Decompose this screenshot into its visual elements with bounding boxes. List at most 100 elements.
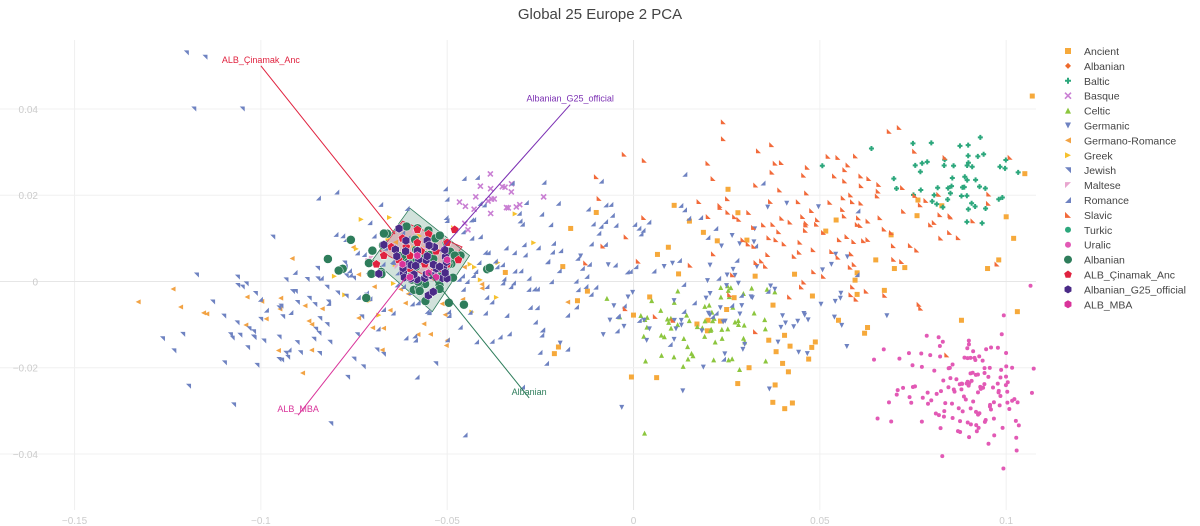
data-point xyxy=(732,272,738,278)
data-point xyxy=(833,217,839,223)
legend-label: Slavic xyxy=(1084,210,1112,222)
legend-item[interactable]: Greek xyxy=(1065,150,1113,162)
legend-item[interactable]: Germanic xyxy=(1065,121,1130,133)
annotation-arrow xyxy=(439,104,571,252)
legend[interactable]: Ancient Albanian Baltic Basque Celtic Germani… xyxy=(1064,46,1186,311)
data-point xyxy=(231,402,237,408)
data-point xyxy=(186,383,192,389)
data-point xyxy=(720,319,726,325)
data-point xyxy=(1003,157,1009,163)
data-point xyxy=(936,413,941,418)
data-point xyxy=(669,260,675,266)
data-point xyxy=(488,195,495,203)
data-point xyxy=(278,295,284,301)
data-point xyxy=(703,295,709,301)
data-point xyxy=(917,202,923,208)
data-point xyxy=(978,386,983,391)
data-point xyxy=(611,303,617,309)
data-point xyxy=(768,198,774,204)
data-point xyxy=(1007,407,1012,412)
data-point xyxy=(374,347,380,353)
data-point xyxy=(623,234,629,240)
data-point xyxy=(940,454,945,459)
data-point xyxy=(387,307,393,313)
legend-item[interactable]: Jewish xyxy=(1065,165,1116,177)
data-point xyxy=(485,250,491,256)
data-point xyxy=(719,326,725,332)
data-point xyxy=(974,409,979,414)
legend-item[interactable]: ALB_Çinamak_Anc xyxy=(1064,270,1175,282)
data-point xyxy=(389,258,395,264)
data-point xyxy=(351,356,357,362)
legend-item[interactable]: Ancient xyxy=(1065,46,1119,58)
data-point xyxy=(1014,309,1020,315)
data-point xyxy=(971,349,976,354)
data-point xyxy=(689,350,695,356)
legend-label: Jewish xyxy=(1084,165,1116,177)
data-point xyxy=(1007,154,1013,160)
data-point xyxy=(442,312,448,318)
legend-label: Celtic xyxy=(1084,106,1110,118)
data-point xyxy=(678,322,684,328)
data-point xyxy=(710,251,716,257)
data-point xyxy=(432,272,440,282)
legend-item[interactable]: Germano-Romance xyxy=(1065,135,1176,147)
legend-item[interactable]: Slavic xyxy=(1065,210,1112,222)
legend-item[interactable]: Baltic xyxy=(1065,76,1110,88)
data-point xyxy=(544,360,550,366)
legend-item[interactable]: Basque xyxy=(1064,91,1120,103)
data-point xyxy=(708,327,714,333)
data-point xyxy=(280,314,286,320)
data-point xyxy=(791,253,797,259)
data-point xyxy=(729,232,735,238)
data-point xyxy=(548,279,554,285)
data-point xyxy=(897,356,902,361)
legend-label: Turkic xyxy=(1084,225,1112,237)
annotation-label: Albanian_G25_official xyxy=(526,94,613,104)
data-point xyxy=(825,153,831,159)
data-point xyxy=(681,281,687,287)
data-point xyxy=(680,363,686,369)
data-point xyxy=(694,324,700,330)
legend-item[interactable]: Albanian xyxy=(1064,255,1125,267)
data-point xyxy=(949,183,955,189)
legend-item[interactable]: Turkic xyxy=(1065,225,1112,237)
data-point xyxy=(965,142,971,148)
data-point xyxy=(523,199,529,205)
data-point xyxy=(371,284,377,290)
data-point xyxy=(539,211,545,217)
data-point xyxy=(989,345,994,350)
data-point xyxy=(353,246,359,252)
data-point xyxy=(433,361,439,367)
legend-item[interactable]: Celtic xyxy=(1065,106,1110,118)
data-point xyxy=(956,406,961,411)
data-point xyxy=(412,337,418,343)
data-point xyxy=(982,371,987,376)
legend-label: Maltese xyxy=(1084,180,1121,192)
legend-item[interactable]: Maltese xyxy=(1065,180,1121,192)
data-point xyxy=(532,319,538,325)
data-point xyxy=(909,400,914,405)
data-point xyxy=(598,223,604,229)
legend-item[interactable]: Romance xyxy=(1065,195,1129,207)
legend-marker xyxy=(1064,92,1072,100)
legend-item[interactable]: ALB_MBA xyxy=(1064,299,1133,311)
data-point xyxy=(641,317,647,323)
x-tick-label: 0 xyxy=(631,516,637,526)
data-point xyxy=(821,229,827,235)
data-point xyxy=(371,259,381,269)
data-point xyxy=(780,313,786,319)
legend-item[interactable]: Uralic xyxy=(1065,240,1111,252)
data-point xyxy=(551,351,557,357)
data-point xyxy=(732,319,738,325)
data-point xyxy=(772,286,778,292)
data-point xyxy=(713,310,719,316)
data-point xyxy=(1010,365,1015,370)
data-point xyxy=(409,301,415,307)
legend-item[interactable]: Albanian_G25_official xyxy=(1064,284,1186,296)
data-point xyxy=(584,288,590,294)
legend-item[interactable]: Albanian xyxy=(1065,61,1125,73)
data-point xyxy=(588,291,594,297)
data-point xyxy=(770,221,776,227)
